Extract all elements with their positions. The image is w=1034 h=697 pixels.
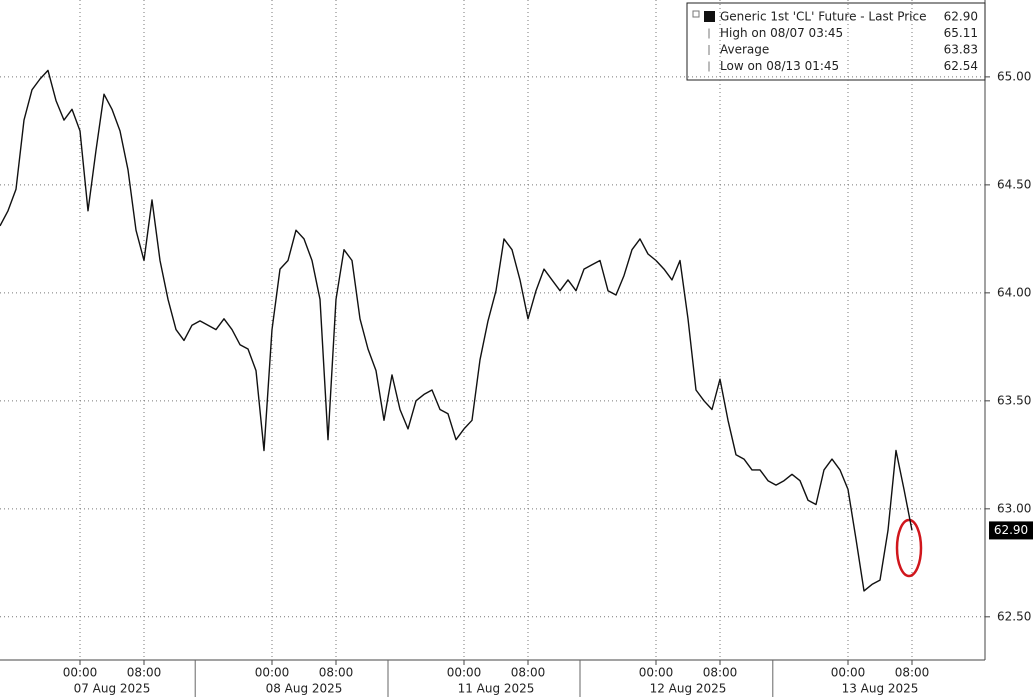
x-tick-label: 00:00 (639, 666, 674, 680)
y-tick-label: 63.00 (997, 501, 1031, 515)
x-tick-label: 08:00 (703, 666, 738, 680)
y-tick-label: 64.50 (997, 177, 1031, 191)
y-tick-label: 64.00 (997, 285, 1031, 299)
last-price-tag (989, 521, 1033, 540)
price-line (0, 69, 913, 592)
legend-text: High on 08/07 03:45 (720, 26, 843, 40)
legend-value: 62.90 (944, 10, 978, 24)
legend-frame (686, 2, 986, 81)
x-tick-label: 00:00 (831, 666, 866, 680)
x-tick-label: 08:00 (127, 666, 162, 680)
x-tick-label: 00:00 (447, 666, 482, 680)
x-tick-label: 08:00 (895, 666, 930, 680)
date-label: 12 Aug 2025 (650, 682, 727, 696)
y-tick-label: 65.00 (997, 69, 1031, 83)
y-tick-label: 62.50 (997, 609, 1031, 623)
x-tick-label: 08:00 (511, 666, 546, 680)
legend: Generic 1st 'CL' Future - Last Price 62.9… (0, 0, 986, 660)
legend-text: Generic 1st 'CL' Future - Last Price (720, 10, 927, 24)
y-tick-label: 63.50 (997, 393, 1031, 407)
date-label: 13 Aug 2025 (842, 682, 919, 696)
legend-value: 65.11 (944, 26, 978, 40)
date-label: 07 Aug 2025 (74, 682, 151, 696)
date-label: 08 Aug 2025 (266, 682, 343, 696)
x-tick-label: 00:00 (255, 666, 290, 680)
legend-text: Average (720, 43, 769, 57)
x-tick-label: 08:00 (319, 666, 354, 680)
legend-value: 63.83 (944, 43, 978, 57)
legend-collapse (692, 10, 700, 18)
legend-text: Low on 08/13 01:45 (720, 59, 839, 73)
legend-swatch (704, 11, 715, 22)
last-price-label: 62.90 (994, 523, 1028, 537)
highlight-ellipse (895, 518, 923, 578)
date-label: 11 Aug 2025 (458, 682, 535, 696)
legend-value: 62.54 (944, 59, 978, 73)
x-tick-label: 00:00 (63, 666, 98, 680)
